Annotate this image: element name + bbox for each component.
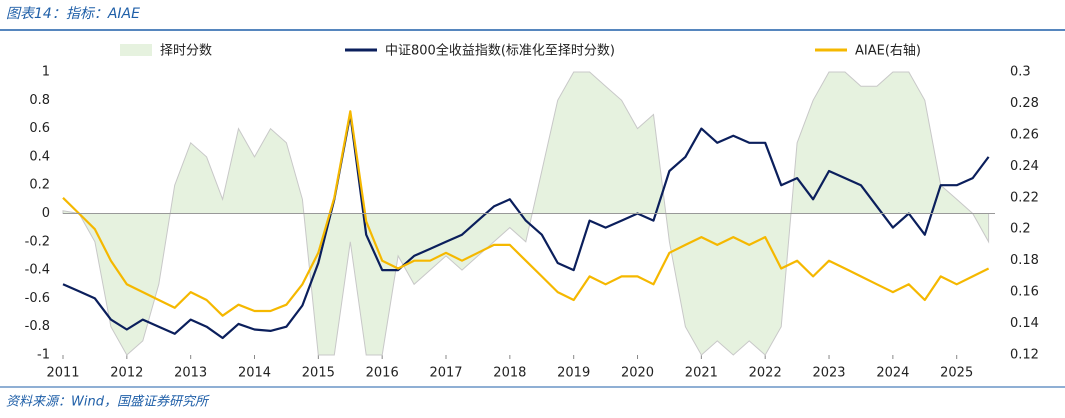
y-tick-label: -1: [37, 348, 50, 363]
legend-swatch: [120, 44, 152, 56]
x-tick-label: 2013: [174, 366, 207, 381]
x-tick-label: 2011: [46, 366, 79, 381]
y-tick-label: -0.4: [25, 263, 50, 278]
x-tick-label: 2025: [940, 366, 973, 381]
legend-label: 择时分数: [160, 44, 212, 59]
y2-tick-label: 0.18: [1010, 253, 1039, 268]
x-tick-label: 2014: [238, 366, 271, 381]
y2-tick-label: 0.26: [1010, 127, 1039, 142]
y-tick-label: -0.8: [25, 319, 50, 334]
figure-title: 图表14：指标：AIAE: [6, 6, 140, 22]
line: [62, 113, 990, 340]
y-tick-label: 0.4: [29, 149, 50, 164]
y-tick-label: -0.2: [25, 234, 50, 249]
y2-tick-label: 0.12: [1010, 348, 1039, 363]
x-tick-label: 2012: [110, 366, 143, 381]
legend-label: AIAE(右轴): [855, 44, 921, 59]
legend-label: 中证800全收益指数(标准化至择时分数): [385, 43, 615, 59]
x-tick-label: 2024: [876, 366, 909, 381]
y2-tick-label: 0.16: [1010, 285, 1039, 300]
y-tick-label: 0.6: [29, 121, 50, 136]
y2-tick-label: 0.24: [1010, 159, 1039, 174]
x-tick-label: 2017: [429, 366, 462, 381]
y-tick-label: -0.6: [25, 291, 50, 306]
x-tick-label: 2023: [812, 366, 845, 381]
y-tick-label: 0.8: [29, 93, 50, 108]
y-tick-label: 0: [42, 206, 50, 221]
y2-tick-label: 0.2: [1010, 222, 1031, 237]
x-tick-label: 2021: [685, 366, 718, 381]
y2-tick-label: 0.28: [1010, 96, 1039, 111]
x-tick-label: 2020: [621, 366, 654, 381]
y2-tick-label: 0.22: [1010, 190, 1039, 205]
x-tick-label: 2016: [366, 366, 399, 381]
x-tick-label: 2022: [749, 366, 782, 381]
y-tick-label: 1: [42, 65, 50, 80]
y-tick-label: 0.2: [29, 178, 50, 193]
y2-tick-label: 0.3: [1010, 65, 1031, 80]
x-tick-label: 2015: [302, 366, 335, 381]
x-tick-label: 2018: [493, 366, 526, 381]
line: [62, 110, 990, 317]
x-tick-label: 2019: [557, 366, 590, 381]
y2-tick-label: 0.14: [1010, 316, 1039, 331]
source-note: 资料来源：Wind，国盛证券研究所: [6, 394, 210, 410]
